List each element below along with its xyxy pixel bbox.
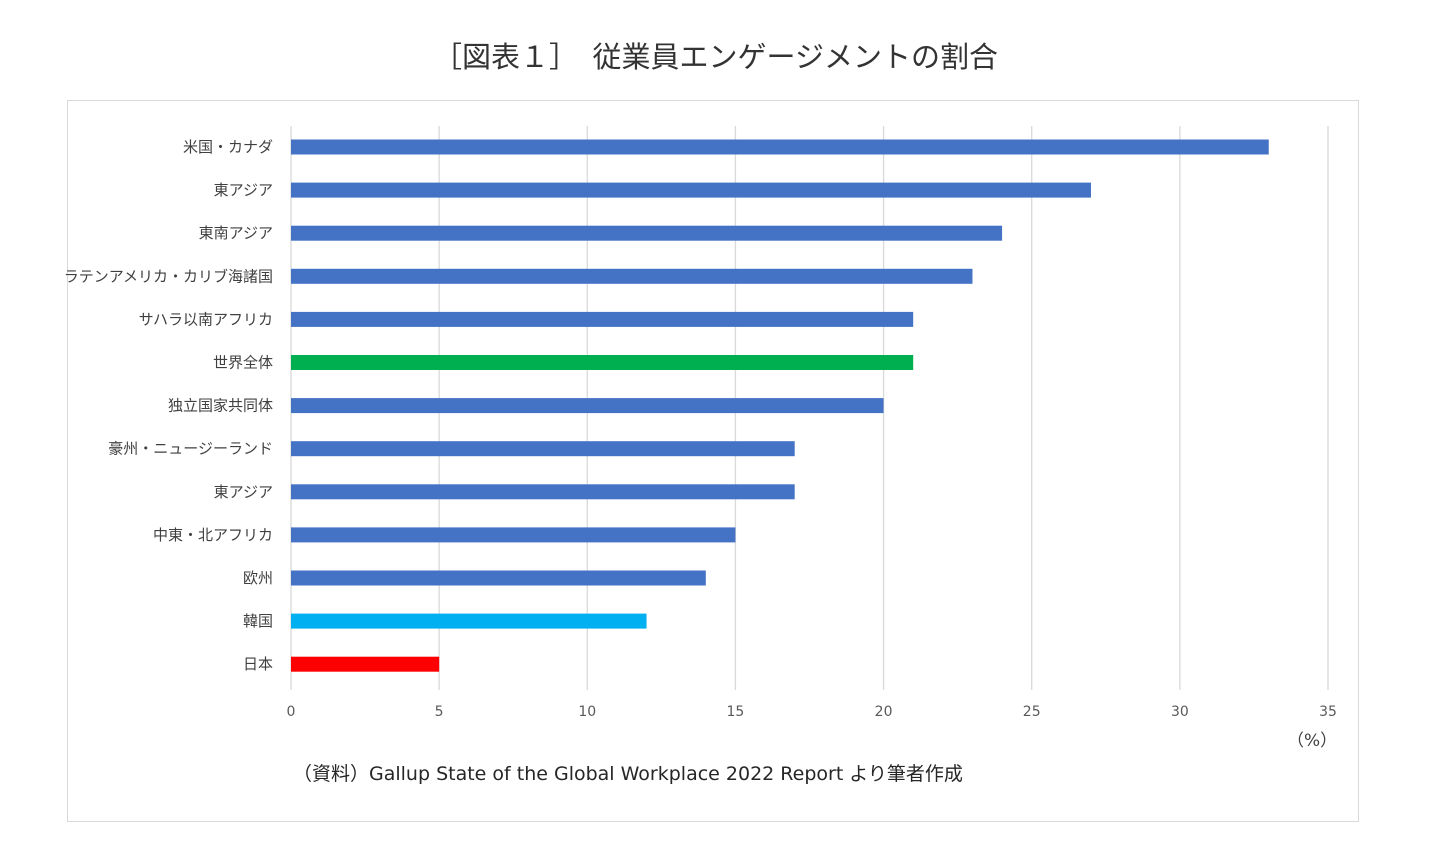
category-label: 米国・カナダ [183, 138, 273, 156]
category-label: 独立国家共同体 [168, 397, 273, 415]
bar [291, 527, 736, 543]
x-tick-label: 35 [1319, 704, 1337, 720]
category-label: サハラ以南アフリカ [139, 310, 273, 328]
bar [291, 484, 795, 500]
bar [291, 656, 440, 672]
x-tick-label: 5 [435, 704, 444, 720]
bar [291, 139, 1269, 155]
bar [291, 613, 647, 629]
category-label: 韓国 [243, 612, 273, 630]
bar [291, 268, 973, 284]
bar [291, 311, 914, 327]
bar [291, 355, 914, 370]
category-labels: 米国・カナダ東アジア東南アジアラテンアメリカ・カリブ海諸国サハラ以南アフリカ世界… [64, 138, 273, 673]
category-label: 東アジア [214, 483, 273, 501]
category-label: 豪州・ニュージーランド [108, 440, 273, 458]
unit-label: （%） [1287, 731, 1338, 751]
source-note: （資料）Gallup State of the Global Workplace… [293, 763, 963, 785]
chart-frame [67, 100, 1359, 822]
x-tick-labels: 0 5 10 15 20 25 30 35 [287, 704, 1337, 720]
category-label: 日本 [243, 655, 273, 673]
x-tick-label: 0 [287, 704, 296, 720]
bar [291, 225, 1003, 241]
x-tick-label: 30 [1171, 704, 1189, 720]
x-tick-label: 25 [1023, 704, 1041, 720]
x-tick-label: 10 [578, 704, 596, 720]
bar [291, 182, 1091, 198]
category-label: 東南アジア [199, 224, 273, 242]
bars [291, 139, 1269, 672]
chart-title: ［図表１］ 従業員エンゲージメントの割合 [433, 40, 998, 74]
x-tick-label: 20 [875, 704, 893, 720]
category-label: 欧州 [243, 569, 273, 587]
x-tick-label: 15 [727, 704, 745, 720]
category-label: 世界全体 [213, 354, 273, 372]
bar [291, 398, 884, 414]
category-label: 東アジア [214, 181, 273, 199]
category-label: ラテンアメリカ・カリブ海諸国 [64, 267, 273, 285]
bar [291, 441, 795, 457]
bar [291, 570, 706, 586]
category-label: 中東・北アフリカ [153, 526, 273, 544]
